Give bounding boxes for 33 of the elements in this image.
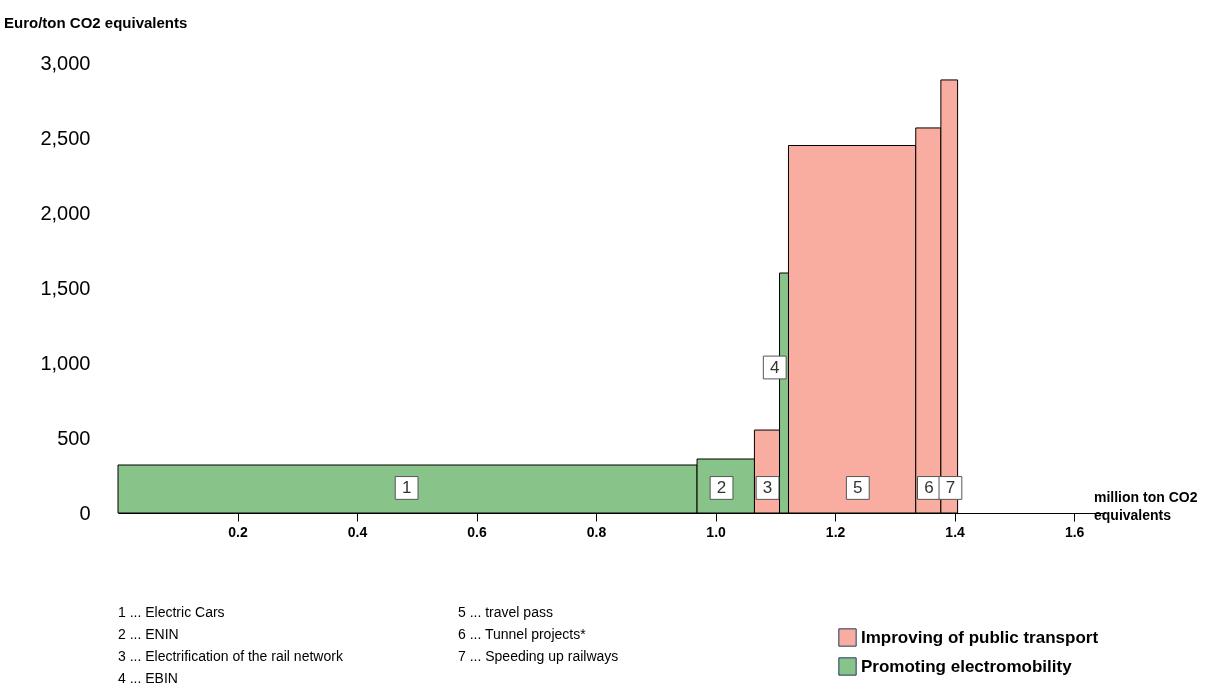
text: 6 ... Tunnel projects* [458,626,587,642]
x-tick-label: 0.4 [347,523,368,540]
y-tick-label: 0 [79,501,91,524]
x-tick-label: 1.2 [825,523,846,540]
x-tick-label: 1.0 [706,523,727,540]
legend-label: Improving of public transport [861,627,1099,647]
y-tick-label: 3,000 [40,51,91,74]
x-tick-label: 1.6 [1064,523,1085,540]
y-tick-label: 500 [57,426,91,449]
annotation: 5 [853,477,863,497]
x-tick-label: 0.8 [586,523,607,540]
x-axis-title: million ton CO2 equivalents [1094,489,1198,523]
text: 5 ... travel pass [458,604,553,620]
annotation: 4 [770,357,780,377]
y-tick-label: 2,000 [40,201,91,224]
text: 4 ... EBIN [118,670,178,686]
annotation: 3 [762,477,773,497]
x-tick-label: 1.4 [945,523,966,540]
x-tick-label: 0.6 [467,523,487,540]
text: 2 ... ENIN [118,626,179,642]
annotation: 1 [401,477,412,497]
y-tick-label: 1,000 [40,351,91,374]
text: 1 ... Electric Cars [118,604,225,620]
y-axis-title: Euro/ton CO2 equivalents [4,14,188,31]
y-tick-label: 2,500 [40,126,91,149]
annotation: 7 [945,477,956,497]
annotation: 6 [924,477,934,497]
y-tick-label: 1,500 [40,276,91,299]
x-tick-label: 0.2 [228,523,248,540]
text: 7 ... Speeding up railways [458,648,619,664]
annotation: 2 [716,477,727,497]
legend-label: Promoting electromobility [861,656,1073,676]
text: 3 ... Electrification of the rail network [118,648,344,664]
